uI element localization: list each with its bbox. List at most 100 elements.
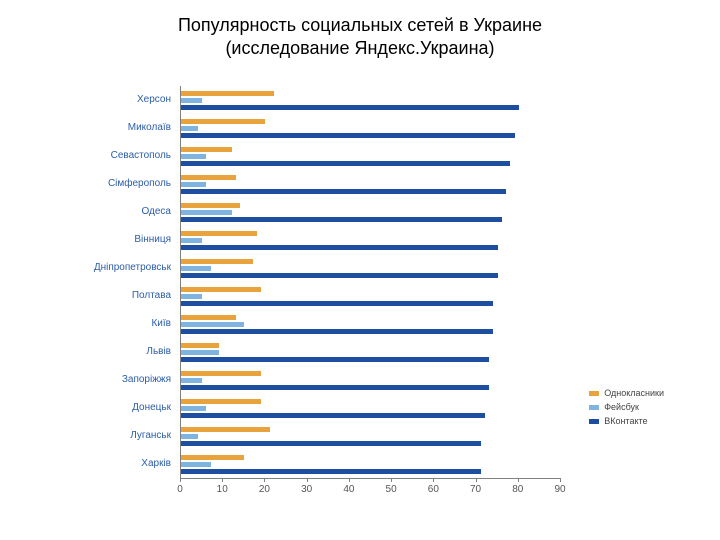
bar-однокласники	[181, 119, 265, 124]
title-line-1: Популярность социальных сетей в Украине	[178, 15, 542, 35]
category-label: Херсон	[85, 86, 175, 114]
legend-label: ВКонтакте	[604, 416, 647, 426]
bar-фейсбук	[181, 378, 202, 383]
bar-фейсбук	[181, 238, 202, 243]
chart-row: Харків	[181, 450, 561, 478]
bar-однокласники	[181, 287, 261, 292]
chart-row: Київ	[181, 310, 561, 338]
x-tick-label: 70	[470, 484, 481, 495]
chart-legend: Однокласники Фейсбук ВКонтакте	[589, 386, 664, 428]
bar-однокласники	[181, 343, 219, 348]
chart-row: Сімферополь	[181, 170, 561, 198]
x-tick	[518, 478, 519, 482]
x-tick-label: 50	[386, 484, 397, 495]
bar-вконтакте	[181, 217, 502, 222]
x-tick-label: 90	[554, 484, 565, 495]
x-tick	[349, 478, 350, 482]
bar-вконтакте	[181, 469, 481, 474]
bar-фейсбук	[181, 126, 198, 131]
category-label: Дніпропетровськ	[85, 254, 175, 282]
chart-plot-area: ХерсонМиколаївСевастопольСімферопольОдес…	[180, 86, 561, 479]
bar-вконтакте	[181, 357, 489, 362]
bar-вконтакте	[181, 161, 510, 166]
category-label: Полтава	[85, 282, 175, 310]
category-label: Миколаїв	[85, 114, 175, 142]
x-tick	[307, 478, 308, 482]
x-tick-label: 80	[512, 484, 523, 495]
bar-вконтакте	[181, 273, 498, 278]
bar-фейсбук	[181, 462, 211, 467]
chart-row: Херсон	[181, 86, 561, 114]
bar-фейсбук	[181, 322, 244, 327]
bar-вконтакте	[181, 329, 493, 334]
legend-item: ВКонтакте	[589, 414, 664, 428]
bar-однокласники	[181, 147, 232, 152]
chart-row: Полтава	[181, 282, 561, 310]
category-label: Луганськ	[85, 422, 175, 450]
x-tick	[560, 478, 561, 482]
chart: ХерсонМиколаївСевастопольСімферопольОдес…	[90, 86, 650, 516]
category-label: Запоріжжя	[85, 366, 175, 394]
chart-x-axis: 0102030405060708090	[180, 478, 560, 498]
bar-однокласники	[181, 427, 270, 432]
bar-вконтакте	[181, 189, 506, 194]
bar-вконтакте	[181, 105, 519, 110]
bar-фейсбук	[181, 350, 219, 355]
bar-фейсбук	[181, 434, 198, 439]
bar-фейсбук	[181, 182, 206, 187]
chart-row: Миколаїв	[181, 114, 561, 142]
bar-однокласники	[181, 455, 244, 460]
title-line-2: (исследование Яндекс.Украина)	[225, 38, 494, 58]
legend-swatch	[589, 391, 599, 396]
bar-однокласники	[181, 91, 274, 96]
legend-swatch	[589, 419, 599, 424]
bar-фейсбук	[181, 154, 206, 159]
bar-фейсбук	[181, 294, 202, 299]
category-label: Харків	[85, 450, 175, 478]
category-label: Донецьк	[85, 394, 175, 422]
category-label: Одеса	[85, 198, 175, 226]
bar-фейсбук	[181, 266, 211, 271]
bar-вконтакте	[181, 413, 485, 418]
x-tick	[391, 478, 392, 482]
chart-row: Дніпропетровськ	[181, 254, 561, 282]
bar-однокласники	[181, 231, 257, 236]
bar-однокласники	[181, 259, 253, 264]
category-label: Київ	[85, 310, 175, 338]
category-label: Севастополь	[85, 142, 175, 170]
x-tick-label: 30	[301, 484, 312, 495]
chart-row: Донецьк	[181, 394, 561, 422]
bar-вконтакте	[181, 385, 489, 390]
x-tick-label: 60	[428, 484, 439, 495]
x-tick-label: 0	[177, 484, 183, 495]
legend-swatch	[589, 405, 599, 410]
legend-item: Однокласники	[589, 386, 664, 400]
category-label: Вінниця	[85, 226, 175, 254]
x-tick	[222, 478, 223, 482]
bar-однокласники	[181, 399, 261, 404]
x-tick	[180, 478, 181, 482]
bar-вконтакте	[181, 301, 493, 306]
bar-фейсбук	[181, 406, 206, 411]
category-label: Сімферополь	[85, 170, 175, 198]
chart-row: Севастополь	[181, 142, 561, 170]
bar-фейсбук	[181, 210, 232, 215]
x-tick-label: 40	[343, 484, 354, 495]
x-tick	[433, 478, 434, 482]
bar-вконтакте	[181, 245, 498, 250]
chart-row: Одеса	[181, 198, 561, 226]
bar-вконтакте	[181, 441, 481, 446]
legend-item: Фейсбук	[589, 400, 664, 414]
category-label: Львів	[85, 338, 175, 366]
legend-label: Фейсбук	[604, 402, 639, 412]
bar-вконтакте	[181, 133, 515, 138]
page: Популярность социальных сетей в Украине …	[0, 0, 720, 540]
chart-row: Вінниця	[181, 226, 561, 254]
chart-row: Луганськ	[181, 422, 561, 450]
x-tick-label: 10	[217, 484, 228, 495]
x-tick	[264, 478, 265, 482]
bar-однокласники	[181, 203, 240, 208]
x-tick-label: 20	[259, 484, 270, 495]
page-title: Популярность социальных сетей в Украине …	[0, 0, 720, 61]
bar-однокласники	[181, 315, 236, 320]
